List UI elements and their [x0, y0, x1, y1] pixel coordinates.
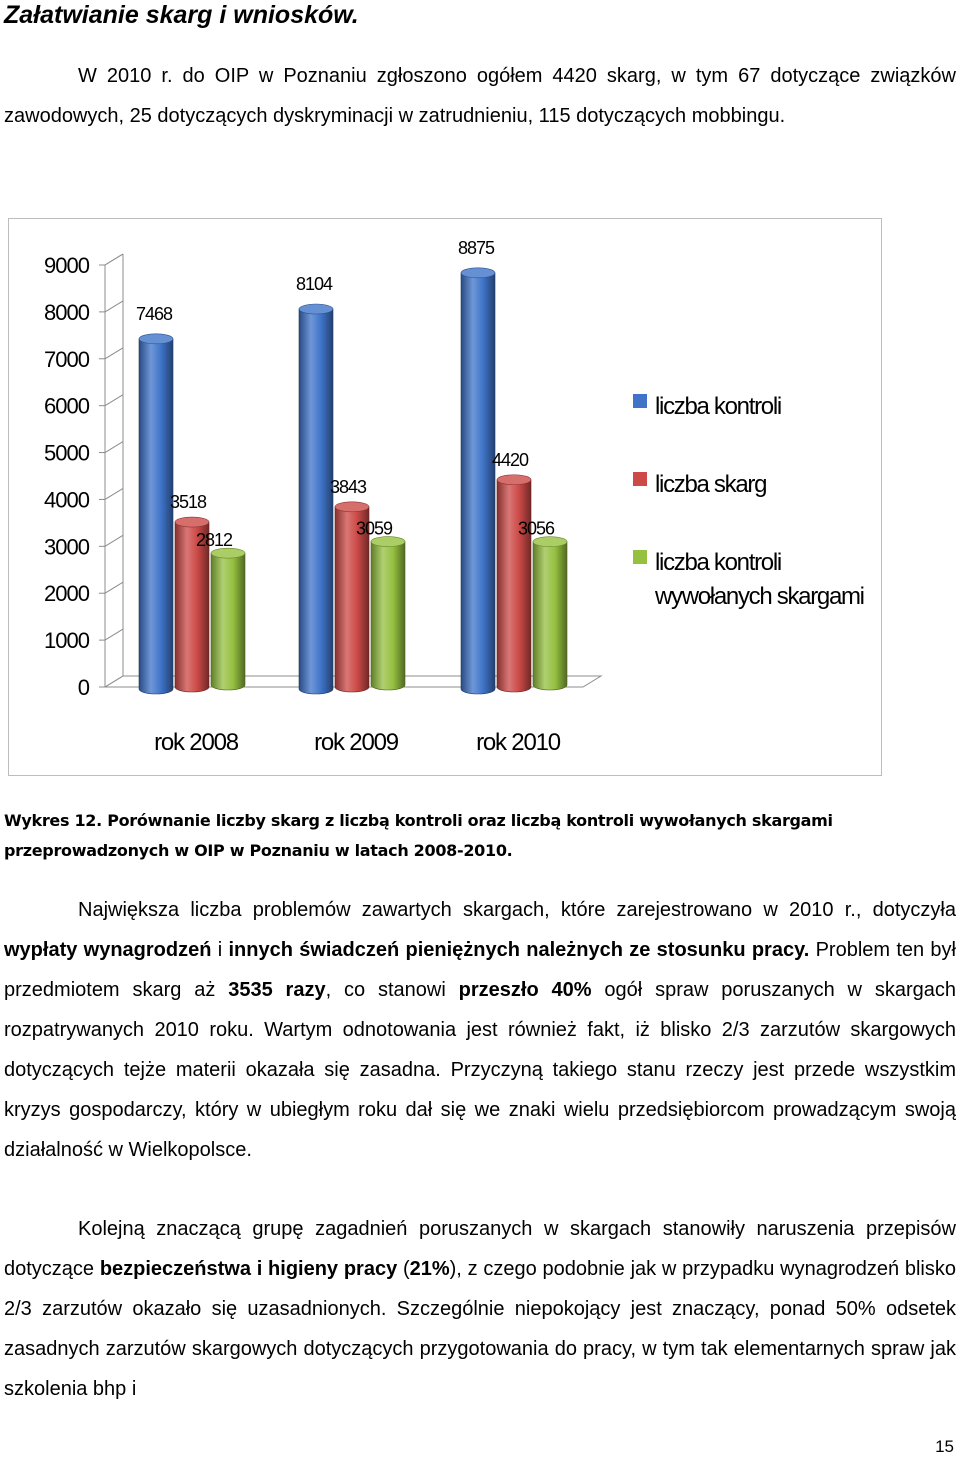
y-tick-label: 2000: [44, 581, 90, 606]
data-label-3-rok-2008: 2812: [196, 530, 233, 550]
caption-text: Porównanie liczby skarg z liczbą kontrol…: [4, 811, 833, 860]
y-tick-diagonal: [104, 628, 124, 641]
bar-chart: 0 1000 2000 3000 4000 5000 6000 7000 8000 9000 746…: [8, 218, 882, 776]
paragraph-wages: Największa liczba problemów zawartych sk…: [4, 890, 956, 1170]
y-tick-label: 8000: [44, 300, 90, 325]
y-tick-diagonal: [104, 253, 124, 266]
y-tick-label: 4000: [44, 487, 90, 512]
legend-item-1: liczba kontroli: [633, 393, 782, 420]
legend-item-3: liczba kontroli wywołanych skargami: [633, 549, 865, 610]
p3-bold-percent: 21%: [409, 1258, 450, 1280]
page-number: 15: [935, 1437, 954, 1456]
section-heading: Załatwianie skarg i wniosków.: [4, 1, 359, 29]
y-tick-label: 7000: [44, 347, 90, 372]
y-tick-diagonal: [104, 675, 124, 688]
bar-1-rok-2008: [138, 333, 174, 695]
legend-item-2: liczba skarg: [633, 471, 767, 498]
data-label-2-rok-2010: 4420: [492, 450, 529, 470]
legend-swatch: [633, 550, 647, 564]
p2-bold-benefits: innych świadczeń pieniężnych należnych z…: [228, 939, 810, 961]
category-label-rok-2008: rok 2008: [154, 729, 239, 756]
y-tick-label: 6000: [44, 394, 90, 419]
y-tick-diagonal: [104, 581, 124, 594]
bar-3-rok-2010: [532, 536, 568, 691]
p2-text-3: Problem ten był przedmiotem skarg aż: [4, 939, 956, 1001]
p3-text-3: ), z czego podobnie jak w przypadku wyna…: [4, 1258, 956, 1400]
p2-text-5: ogół spraw poruszanych w skargach rozpat…: [4, 979, 956, 1161]
category-label-rok-2010: rok 2010: [476, 729, 561, 756]
data-label-2-rok-2008: 3518: [170, 492, 207, 512]
data-label-1-rok-2010: 8875: [458, 238, 495, 258]
p3-text-1: Kolejną znaczącą grupę zagadnień porusza…: [4, 1218, 956, 1280]
bar-3-rok-2009: [370, 536, 406, 691]
category-label-rok-2009: rok 2009: [314, 729, 399, 756]
data-label-1-rok-2008: 7468: [136, 304, 173, 324]
p2-bold-wages: wypłaty wynagrodzeń: [4, 939, 212, 961]
chart-legend: liczba kontroli liczba skarg liczba kontro…: [633, 393, 865, 610]
chart-svg: 0 1000 2000 3000 4000 5000 6000 7000 8000 9000 746…: [44, 238, 865, 756]
data-label-3-rok-2009: 3059: [356, 519, 393, 539]
paragraph-safety: Kolejną znaczącą grupę zagadnień porusza…: [4, 1209, 956, 1409]
bar-1-rok-2010: [460, 267, 496, 695]
y-tick-label: 3000: [44, 534, 90, 559]
y-tick-diagonal: [104, 394, 124, 407]
p2-text-2: i: [211, 939, 229, 961]
y-tick-diagonal: [104, 488, 124, 500]
y-tick-diagonal: [104, 347, 124, 360]
data-label-2-rok-2009: 3843: [330, 477, 367, 497]
intro-paragraph: W 2010 r. do OIP w Poznaniu zgłoszono og…: [4, 65, 956, 127]
bar-2-rok-2010: [496, 474, 532, 693]
data-label-3-rok-2010: 3056: [518, 519, 555, 539]
p2-bold-count: 3535 razy: [228, 979, 326, 1001]
legend-swatch: [633, 394, 647, 408]
chart-caption: Wykres 12. Porównanie liczby skarg z lic…: [4, 806, 956, 866]
chart-labels: 0 1000 2000 3000 4000 5000 6000 7000 8000 9000 746…: [44, 238, 562, 756]
bar-2-rok-2009: [334, 501, 370, 693]
p3-bold-bhp: bezpieczeństwa i higieny pracy: [99, 1258, 398, 1280]
p2-text-4: , co stanowi: [325, 979, 459, 1001]
legend-label: liczba skarg: [655, 471, 766, 498]
p2-bold-percent: przeszło 40%: [458, 979, 592, 1001]
bar-2-rok-2008: [174, 516, 210, 693]
y-tick-label: 0: [78, 675, 90, 700]
chart-bars: [138, 267, 568, 695]
legend-label: wywołanych skargami: [654, 583, 864, 610]
legend-label: liczba kontroli: [655, 549, 781, 576]
bar-3-rok-2008: [210, 547, 246, 691]
bar-1-rok-2009: [298, 303, 334, 695]
y-tick-diagonal: [104, 534, 124, 547]
legend-label: liczba kontroli: [655, 393, 781, 420]
data-label-1-rok-2009: 8104: [296, 274, 333, 294]
y-tick-label: 9000: [44, 253, 90, 278]
y-tick-label: 1000: [44, 628, 90, 653]
y-tick-label: 5000: [44, 441, 90, 466]
legend-swatch: [633, 472, 647, 486]
caption-label: Wykres 12.: [4, 811, 102, 830]
p2-text-1: Największa liczba problemów zawartych sk…: [78, 899, 956, 921]
y-tick-diagonal: [104, 441, 124, 453]
y-tick-diagonal: [104, 300, 124, 313]
p3-text-2: (: [397, 1258, 410, 1280]
